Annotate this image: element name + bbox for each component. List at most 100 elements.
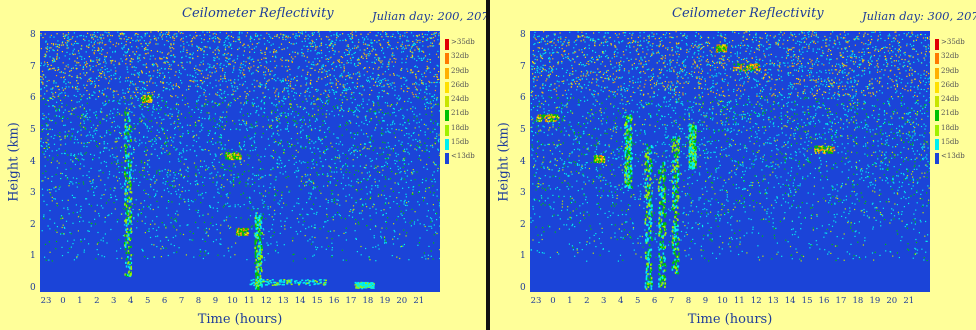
legend-item: 15db [445,137,481,151]
heatmap-feature-surface [249,278,327,287]
legend-label: 29db [941,66,959,75]
legend-swatch [935,81,939,93]
x-tick-label: 7 [668,296,675,306]
chart-subtitle: Julian day: 200, 2071 [372,9,486,23]
legend-item: 29db [935,66,971,80]
legend-swatch [445,153,449,165]
x-tick-label: 0 [550,296,556,306]
legend-item: 32db [935,51,971,65]
x-tick-label: 10 [716,296,728,306]
y-tick-label: 6 [520,93,526,104]
chart-title: Ceilometer Reflectivity [182,6,334,21]
heatmap-feature-plume [657,161,667,289]
y-axis-label: Height (km) [6,122,22,202]
x-tick-label: 0 [60,296,66,306]
legend-swatch [935,110,939,122]
chart-panel-right: Ceilometer Reflectivity Julian day: 300,… [490,0,976,330]
heatmap-feature-plume [688,123,697,170]
legend-item: 21db [445,108,481,122]
x-tick-label: 11 [243,296,255,306]
legend-swatch [935,67,939,79]
legend-label: 26db [941,80,959,89]
legend-item: 24db [935,94,971,108]
y-tick-label: 3 [30,188,36,199]
heatmap-feature-surface [354,281,375,290]
x-tick-label: 10 [226,296,238,306]
x-tick-label: 6 [161,296,168,306]
legend-label: 32db [451,52,469,61]
x-tick-label: 21 [903,296,915,306]
legend-label: 18db [451,123,469,132]
x-tick-label: 17 [345,296,357,306]
x-tick-label: 1 [567,296,573,306]
legend-label: >35db [451,38,475,46]
y-tick-label: 4 [520,156,526,167]
legend-item: 29db [445,66,481,80]
legend-swatch [935,124,939,136]
x-tick-label: 23 [40,296,52,306]
legend-item: 21db [935,108,971,122]
heatmap-feature-layer [224,151,243,161]
color-legend: >35db 32db 29db 26db 24db 21db 18db 15db <13db [935,37,971,166]
x-tick-label: 16 [818,296,830,306]
legend-item: <13db [935,151,971,165]
y-tick-label: 2 [30,219,36,230]
heatmap-feature-layer [715,44,728,53]
legend-label: 32db [941,52,959,61]
x-tick-label: 14 [784,296,796,306]
x-tick-label: 17 [835,296,847,306]
x-tick-label: 19 [869,296,881,306]
heatmap-feature-layer [235,227,250,237]
heatmap-plot-area [530,31,930,292]
legend-swatch [445,81,449,93]
y-tick-label: 5 [30,124,36,135]
x-tick-label: 12 [260,296,272,306]
legend-label: 26db [451,80,469,89]
chart-subtitle: Julian day: 300, 2071 [862,9,976,23]
legend-label: 21db [451,109,469,118]
x-tick-label: 11 [733,296,745,306]
heatmap-feature-layer [732,63,761,72]
legend-item: <13db [445,151,481,165]
heatmap-feature-plume [123,111,133,278]
y-tick-label: 6 [30,93,36,104]
legend-swatch [935,96,939,108]
y-tick-label: 8 [30,30,36,40]
heatmap-feature-layer [593,154,606,164]
legend-swatch [445,39,449,50]
y-tick-label: 4 [30,156,36,167]
legend-item: 32db [445,51,481,65]
y-tick-label: 2 [520,219,526,230]
legend-label: 15db [941,138,959,147]
y-tick-label: 1 [520,251,526,262]
legend-item: 18db [445,123,481,137]
legend-label: 29db [451,66,469,75]
heatmap-plot-area [40,31,440,292]
x-tick-label: 13 [767,296,779,306]
legend-swatch [445,67,449,79]
legend-swatch [445,96,449,108]
x-tick-label: 15 [801,296,813,306]
legend-swatch [445,53,449,65]
x-tick-label: 5 [144,296,151,306]
legend-item: 26db [935,80,971,94]
x-tick-label: 20 [396,296,408,306]
heatmap-feature-layer [536,113,560,123]
x-tick-label: 6 [651,296,658,306]
y-tick-label: 1 [30,251,36,262]
x-tick-label: 16 [328,296,340,306]
x-axis-label: Time (hours) [197,312,283,327]
x-tick-label: 8 [195,296,202,306]
y-tick-label: 3 [520,188,526,199]
x-tick-label: 7 [178,296,185,306]
x-tick-label: 20 [886,296,898,306]
legend-label: 21db [941,109,959,118]
legend-swatch [445,139,449,151]
legend-label: 24db [941,95,959,104]
heatmap-feature-layer [814,145,836,154]
x-tick-label: 14 [294,296,306,306]
x-tick-label: 4 [617,296,624,306]
legend-item: >35db [935,37,971,51]
x-tick-label: 18 [362,296,374,306]
